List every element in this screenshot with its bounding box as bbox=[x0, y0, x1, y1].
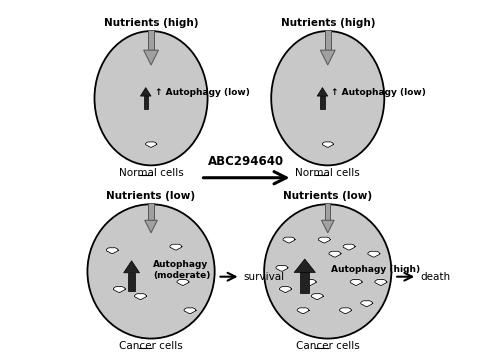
Polygon shape bbox=[320, 50, 335, 65]
Text: Nutrients (high): Nutrients (high) bbox=[280, 18, 375, 28]
Text: Normal cells: Normal cells bbox=[296, 168, 360, 178]
Polygon shape bbox=[148, 30, 154, 50]
Polygon shape bbox=[300, 272, 309, 293]
Text: death: death bbox=[420, 272, 450, 282]
Polygon shape bbox=[320, 96, 324, 109]
Polygon shape bbox=[124, 261, 140, 273]
Ellipse shape bbox=[88, 204, 214, 339]
Polygon shape bbox=[148, 203, 154, 220]
Text: ↑ Autophagy (low): ↑ Autophagy (low) bbox=[332, 88, 426, 97]
Polygon shape bbox=[114, 286, 126, 293]
Polygon shape bbox=[297, 308, 309, 314]
Polygon shape bbox=[304, 279, 316, 285]
Polygon shape bbox=[140, 88, 151, 96]
Text: Normal cells: Normal cells bbox=[118, 168, 184, 178]
Text: Nutrients (high): Nutrients (high) bbox=[104, 18, 198, 28]
Polygon shape bbox=[144, 50, 158, 65]
Ellipse shape bbox=[271, 31, 384, 165]
Text: ABC294640: ABC294640 bbox=[208, 155, 284, 168]
Polygon shape bbox=[294, 259, 316, 272]
Polygon shape bbox=[368, 251, 380, 257]
Polygon shape bbox=[276, 265, 288, 271]
Text: ↑ Autophagy (low): ↑ Autophagy (low) bbox=[154, 88, 250, 97]
Text: survival: survival bbox=[244, 272, 284, 282]
Polygon shape bbox=[280, 286, 291, 293]
Polygon shape bbox=[329, 251, 341, 257]
Polygon shape bbox=[144, 96, 148, 109]
Polygon shape bbox=[340, 308, 351, 314]
Polygon shape bbox=[177, 279, 189, 285]
Polygon shape bbox=[375, 279, 387, 285]
Polygon shape bbox=[283, 237, 295, 243]
Text: Nutrients (low): Nutrients (low) bbox=[283, 191, 372, 201]
Polygon shape bbox=[322, 142, 334, 148]
Ellipse shape bbox=[264, 204, 392, 339]
Polygon shape bbox=[361, 300, 373, 307]
Polygon shape bbox=[324, 30, 331, 50]
Polygon shape bbox=[134, 294, 146, 300]
Text: Autophagy (high): Autophagy (high) bbox=[332, 265, 420, 274]
Polygon shape bbox=[106, 248, 118, 254]
Polygon shape bbox=[322, 220, 334, 233]
Polygon shape bbox=[325, 203, 330, 220]
Polygon shape bbox=[318, 237, 330, 243]
Polygon shape bbox=[184, 308, 196, 314]
Polygon shape bbox=[170, 244, 182, 250]
Polygon shape bbox=[128, 273, 135, 291]
Polygon shape bbox=[146, 142, 157, 148]
Text: Nutrients (low): Nutrients (low) bbox=[106, 191, 196, 201]
Polygon shape bbox=[317, 88, 328, 96]
Polygon shape bbox=[144, 220, 158, 233]
Polygon shape bbox=[343, 244, 355, 250]
Polygon shape bbox=[350, 279, 362, 285]
Text: Cancer cells: Cancer cells bbox=[119, 341, 183, 351]
Text: Cancer cells: Cancer cells bbox=[296, 341, 360, 351]
Ellipse shape bbox=[94, 31, 208, 165]
Polygon shape bbox=[312, 294, 324, 300]
Text: Autophagy
(moderate): Autophagy (moderate) bbox=[153, 260, 210, 280]
